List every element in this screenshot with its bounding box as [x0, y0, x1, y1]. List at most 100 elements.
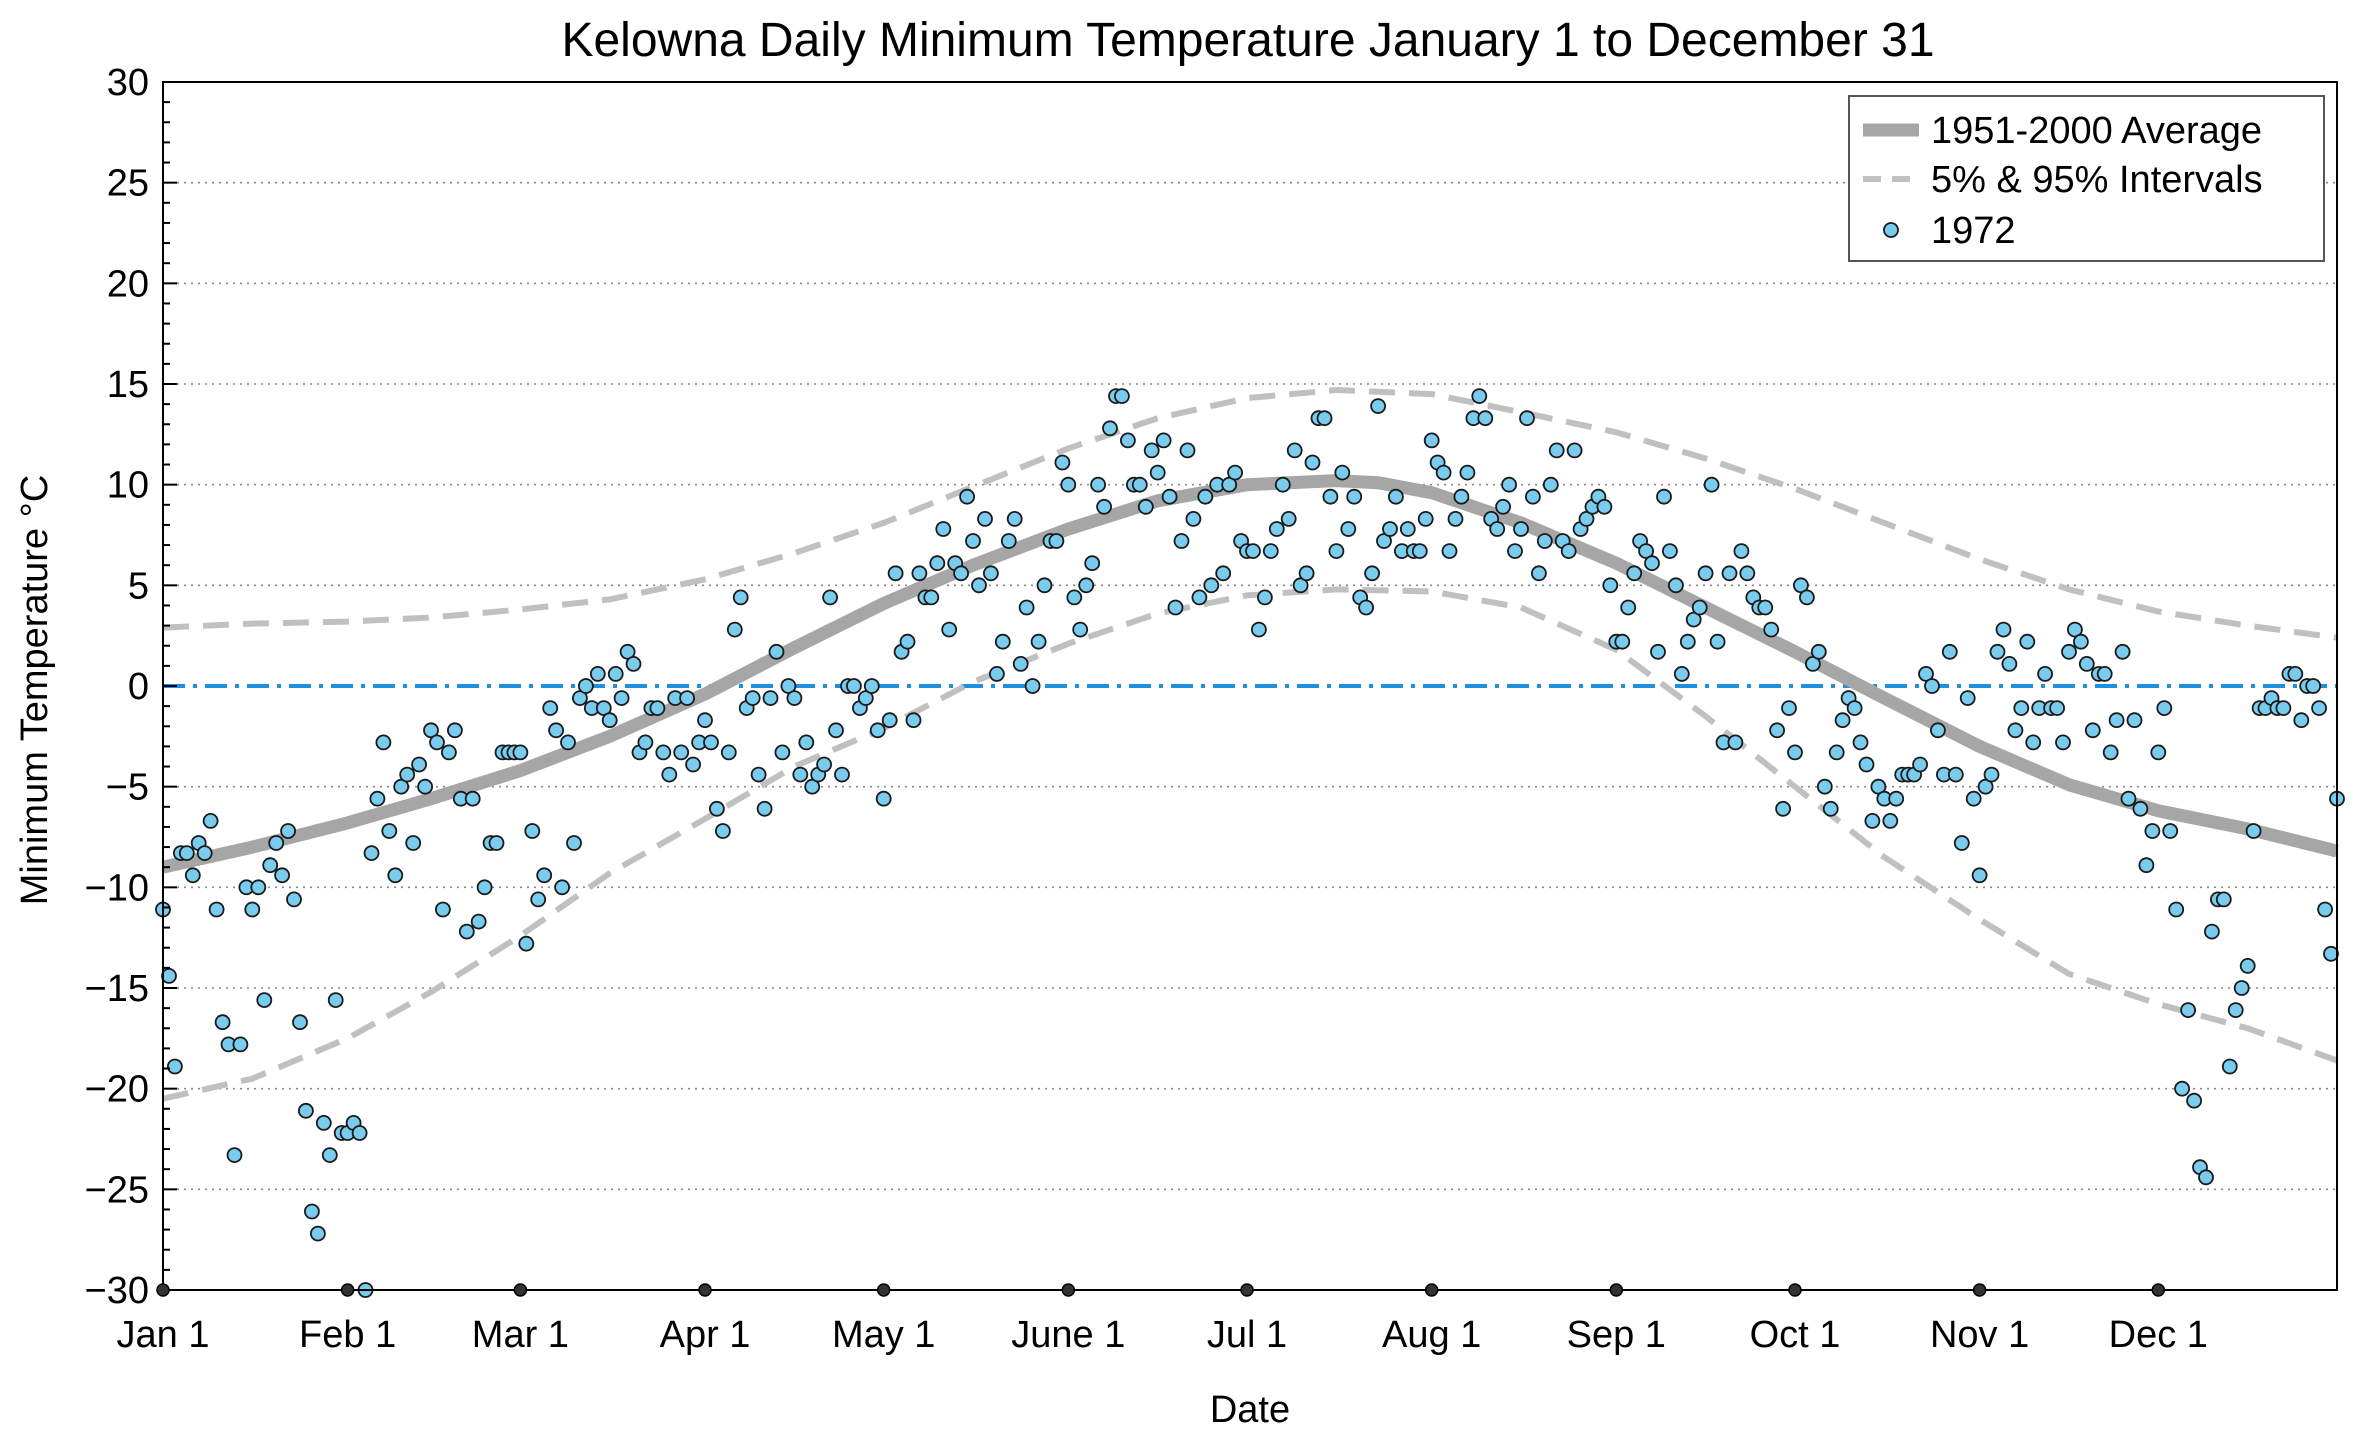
x-tick-mark [1240, 1283, 1254, 1297]
data-point [363, 845, 380, 861]
data-point [1566, 442, 1583, 459]
chart-title: Kelowna Daily Minimum Temperature Januar… [561, 14, 1934, 67]
data-point [488, 835, 505, 851]
data-point [1816, 778, 1833, 795]
data-point [2174, 1080, 2191, 1097]
data-point [440, 744, 457, 761]
data-point [1757, 599, 1774, 616]
x-tick-mark [1972, 1283, 1987, 1297]
data-point [2317, 901, 2334, 918]
x-tick-label: Jan 1 [117, 1314, 210, 1356]
data-point [244, 901, 261, 918]
x-tick-mark [1424, 1283, 1439, 1297]
data-point [1334, 464, 1351, 481]
data-point [1959, 690, 1976, 706]
data-point [262, 857, 279, 874]
data-point [2096, 666, 2113, 682]
data-point [899, 633, 916, 650]
data-point [774, 744, 791, 761]
data-point [1006, 511, 1023, 527]
data-point [1120, 432, 1136, 449]
data-point [548, 722, 564, 739]
data-point [1769, 722, 1785, 739]
data-point [2138, 857, 2155, 874]
data-point [274, 867, 291, 884]
data-point [1548, 442, 1565, 459]
data-point [1000, 533, 1017, 549]
data-point [1280, 511, 1297, 527]
x-tick-label: Oct 1 [1750, 1314, 1841, 1356]
data-point [1852, 734, 1869, 751]
x-tick-mark [1061, 1283, 1076, 1297]
x-tick-mark [698, 1283, 712, 1297]
data-point [1787, 744, 1803, 761]
data-point [1388, 488, 1404, 505]
data-point [184, 867, 201, 884]
data-point [1328, 543, 1345, 559]
data-point [869, 722, 886, 739]
data-point [679, 690, 695, 706]
data-point [2013, 700, 2030, 716]
data-point [720, 744, 737, 761]
data-point [429, 734, 445, 751]
data-point [1257, 589, 1273, 606]
data-point [399, 766, 416, 783]
data-point [2019, 633, 2036, 650]
data-point [828, 722, 844, 739]
legend-points-swatch [1883, 222, 1899, 238]
data-point [786, 690, 803, 706]
y-tick-label: 5 [128, 565, 149, 607]
data-point [637, 734, 654, 751]
data-point [226, 1147, 243, 1163]
data-point [2245, 823, 2262, 839]
y-tick-label: 0 [128, 666, 149, 708]
data-point [822, 589, 838, 606]
data-point [2287, 666, 2304, 682]
x-tick-label: Dec 1 [2109, 1314, 2208, 1356]
data-point [726, 621, 743, 638]
data-point [560, 734, 576, 751]
data-point [1828, 744, 1845, 761]
data-point [2001, 656, 2018, 672]
data-point [446, 722, 463, 739]
data-point [2120, 790, 2137, 807]
data-point [1727, 734, 1744, 751]
data-point [2198, 1169, 2214, 1186]
data-point [1197, 488, 1214, 505]
data-point [554, 879, 570, 896]
data-point [1096, 498, 1112, 515]
data-point [1114, 388, 1130, 405]
data-point [1513, 521, 1529, 537]
data-point [881, 712, 898, 729]
data-point [2323, 945, 2339, 962]
data-point [971, 577, 987, 594]
data-point [1989, 643, 2006, 660]
data-point [1846, 700, 1863, 716]
data-point [1662, 543, 1678, 559]
data-point [1971, 867, 1988, 884]
data-point [1268, 521, 1285, 537]
y-tick-label: 15 [107, 364, 149, 406]
data-point [1721, 565, 1738, 582]
data-point [1542, 476, 1559, 493]
data-point [732, 589, 749, 606]
data-point [1358, 599, 1374, 616]
data-point [387, 867, 404, 884]
data-point [512, 744, 529, 761]
data-point [2102, 744, 2119, 761]
data-point [2037, 666, 2053, 682]
x-tick-label: June 1 [1011, 1314, 1125, 1356]
data-point [232, 1036, 249, 1053]
data-point [214, 1014, 231, 1031]
data-point [613, 690, 630, 706]
data-point [935, 521, 952, 537]
data-point [1941, 643, 1958, 660]
data-point [1477, 410, 1494, 427]
data-point [1834, 712, 1851, 729]
data-point [798, 734, 815, 751]
data-point [649, 700, 666, 716]
data-point [1912, 756, 1928, 773]
data-point [2293, 712, 2310, 729]
y-tick-label: 30 [107, 62, 149, 104]
